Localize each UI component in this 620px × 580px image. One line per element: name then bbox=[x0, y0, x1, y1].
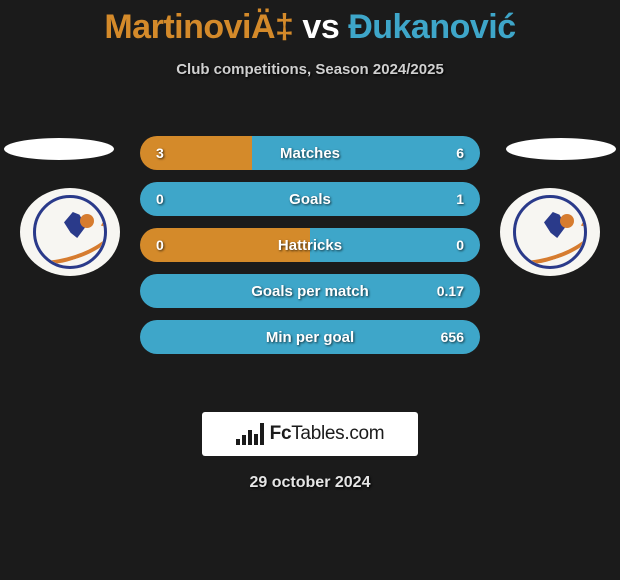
badge-graphic bbox=[513, 195, 587, 269]
stat-value-right: 6 bbox=[456, 145, 464, 161]
stats-table: 36Matches01Goals00Hattricks0.17Goals per… bbox=[140, 94, 480, 354]
page-title: MartinoviÄ‡ vs Ðukanović bbox=[0, 0, 620, 51]
subtitle: Club competitions, Season 2024/2025 bbox=[0, 51, 620, 94]
vs-label: vs bbox=[302, 8, 339, 46]
stat-label: Min per goal bbox=[140, 329, 480, 346]
brand-prefix: Fc bbox=[270, 423, 292, 444]
stat-row: 0.17Goals per match bbox=[140, 274, 480, 308]
stat-value-right: 656 bbox=[441, 329, 464, 345]
shadow-right bbox=[506, 138, 616, 160]
stat-row: 0 0Hattricks bbox=[140, 228, 480, 262]
brand-suffix: Tables.com bbox=[291, 423, 384, 444]
stat-label: Goals bbox=[140, 191, 480, 208]
comparison-area: 36Matches01Goals00Hattricks0.17Goals per… bbox=[0, 94, 620, 404]
club-badge-right bbox=[500, 188, 600, 276]
badge-graphic bbox=[33, 195, 107, 269]
shadow-left bbox=[4, 138, 114, 160]
date-text: 29 october 2024 bbox=[0, 456, 620, 492]
player1-name: MartinoviÄ‡ bbox=[104, 8, 293, 46]
stat-value-right: 0.17 bbox=[437, 283, 464, 299]
brand-text: FcTables.com bbox=[270, 423, 385, 445]
stat-row: 3 6Matches bbox=[140, 136, 480, 170]
stat-value-left: 3 bbox=[156, 145, 164, 161]
stat-value-right: 1 bbox=[456, 191, 464, 207]
stat-label: Goals per match bbox=[140, 283, 480, 300]
stat-label: Matches bbox=[140, 145, 480, 162]
brand-bars-icon bbox=[236, 423, 264, 445]
brand-box[interactable]: FcTables.com bbox=[202, 412, 418, 456]
club-badge-left bbox=[20, 188, 120, 276]
stat-row: 656Min per goal bbox=[140, 320, 480, 354]
stat-value-left: 0 bbox=[156, 237, 164, 253]
player2-name: Ðukanović bbox=[348, 8, 515, 46]
stat-row: 0 1Goals bbox=[140, 182, 480, 216]
stat-value-left: 0 bbox=[156, 191, 164, 207]
stat-value-right: 0 bbox=[456, 237, 464, 253]
stat-label: Hattricks bbox=[140, 237, 480, 254]
